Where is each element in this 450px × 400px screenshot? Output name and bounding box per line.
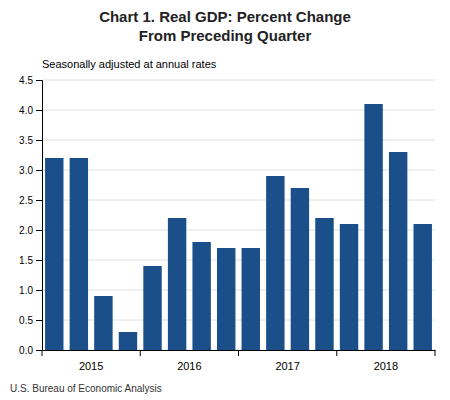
y-axis: 0.0 0.5 1.0 1.5 2.0 2.5 3.0 3.5 4.0 4.5 xyxy=(19,75,42,356)
y-tick: 1.5 xyxy=(19,255,42,266)
y-tick-mark xyxy=(36,230,42,231)
y-tick-mark xyxy=(36,110,42,111)
group-label: 2017 xyxy=(275,360,299,372)
y-tick-label: 1.0 xyxy=(19,285,33,296)
group-labels: 2015 2016 2017 2018 xyxy=(42,350,435,372)
y-tick: 0.5 xyxy=(19,315,42,326)
bar xyxy=(414,224,432,350)
grid xyxy=(42,80,435,350)
y-tick: 4.0 xyxy=(19,105,42,116)
group-label: 2016 xyxy=(177,360,201,372)
y-tick-mark xyxy=(36,350,42,351)
y-tick-mark xyxy=(36,260,42,261)
group-boundary xyxy=(336,350,337,356)
y-tick-label: 4.0 xyxy=(19,105,33,116)
y-tick-label: 2.0 xyxy=(19,225,33,236)
bar xyxy=(340,224,358,350)
bars xyxy=(45,104,432,350)
bar xyxy=(94,296,112,350)
bar xyxy=(45,158,63,350)
bar xyxy=(192,242,210,350)
y-tick: 3.5 xyxy=(19,135,42,146)
y-tick-mark xyxy=(36,140,42,141)
bar xyxy=(143,266,161,350)
bar xyxy=(242,248,260,350)
y-axis-line xyxy=(36,81,43,351)
y-tick-label: 3.0 xyxy=(19,165,33,176)
chart: Chart 1. Real GDP: Percent Change From Pr… xyxy=(0,0,450,400)
y-tick-label: 4.5 xyxy=(19,75,33,86)
y-tick-mark xyxy=(36,200,42,201)
footer: U.S. Bureau of Economic Analysis xyxy=(10,383,162,394)
bar xyxy=(119,332,137,350)
y-tick-label: 0.5 xyxy=(19,315,33,326)
grid-line xyxy=(42,80,435,81)
group-label: 2018 xyxy=(374,360,398,372)
bar xyxy=(266,176,284,350)
bar xyxy=(389,152,407,350)
y-tick: 2.5 xyxy=(19,195,42,206)
y-tick-mark xyxy=(36,170,42,171)
bar xyxy=(168,218,186,350)
group-label: 2015 xyxy=(79,360,103,372)
y-tick-label: 2.5 xyxy=(19,195,33,206)
bar xyxy=(315,218,333,350)
y-tick-mark xyxy=(36,320,42,321)
bar xyxy=(364,104,382,350)
y-tick: 0.0 xyxy=(19,345,42,356)
y-tick: 4.5 xyxy=(19,75,42,86)
y-tick-label: 0.0 xyxy=(19,345,33,356)
plot: 0.00.51.01.52.02.53.03.54.04.52015201620… xyxy=(19,75,435,372)
bar xyxy=(291,188,309,350)
title-line: From Preceding Quarter xyxy=(139,27,312,44)
y-tick-label: 1.5 xyxy=(19,255,33,266)
bar xyxy=(217,248,235,350)
group-boundary xyxy=(435,350,436,356)
bar xyxy=(70,158,88,350)
y-tick: 1.0 xyxy=(19,285,42,296)
y-tick-mark xyxy=(36,290,42,291)
y-tick-label: 3.5 xyxy=(19,135,33,146)
group-boundary xyxy=(238,350,239,356)
y-tick-mark xyxy=(36,80,42,81)
title: Chart 1. Real GDP: Percent Change From Pr… xyxy=(99,8,351,44)
subtitle: Seasonally adjusted at annual rates xyxy=(42,58,217,70)
group-boundary xyxy=(140,350,141,356)
title-line: Chart 1. Real GDP: Percent Change xyxy=(99,8,351,25)
y-tick: 3.0 xyxy=(19,165,42,176)
group-boundary xyxy=(42,350,43,356)
y-tick: 2.0 xyxy=(19,225,42,236)
